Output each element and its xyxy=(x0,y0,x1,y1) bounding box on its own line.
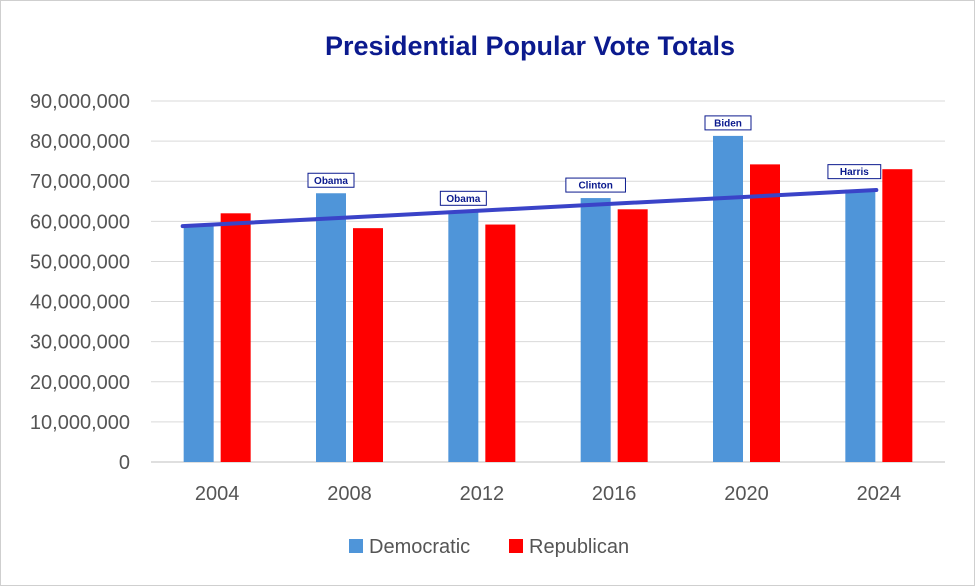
bar-democratic-2024 xyxy=(845,189,876,462)
callout-box xyxy=(565,177,626,193)
callout-box xyxy=(307,172,355,188)
x-tick-label: 2020 xyxy=(724,483,769,505)
legend-swatch-democratic xyxy=(349,539,363,553)
chart-title: Presidential Popular Vote Totals xyxy=(325,31,735,61)
gridlines xyxy=(151,100,945,463)
y-tick-label: 40,000,000 xyxy=(30,292,130,314)
bar-republican-2004 xyxy=(220,213,251,462)
y-tick-label: 50,000,000 xyxy=(30,251,130,273)
y-tick-label: 70,000,000 xyxy=(30,171,130,193)
bar-republican-2008 xyxy=(353,228,383,462)
bar-republican-2016 xyxy=(617,209,648,462)
x-tick-label: 2012 xyxy=(460,483,505,505)
trendline xyxy=(180,188,879,229)
callout-box xyxy=(439,190,487,206)
legend-label-republican: Republican xyxy=(529,536,629,558)
y-tick-label: 80,000,000 xyxy=(30,131,130,153)
callout-box xyxy=(704,115,752,131)
bar-democratic-2008 xyxy=(316,193,346,462)
bar-democratic-2020 xyxy=(713,135,743,462)
bars xyxy=(183,135,913,462)
callout-label: Clinton xyxy=(578,181,612,192)
x-tick-label: 2008 xyxy=(327,483,372,505)
callout-label: Biden xyxy=(714,118,742,129)
trendline-democratic xyxy=(180,188,879,229)
bar-republican-2020 xyxy=(750,164,780,462)
y-tick-label: 60,000,000 xyxy=(30,211,130,233)
y-tick-label: 90,000,000 xyxy=(30,91,130,113)
bar-democratic-2012 xyxy=(448,211,479,462)
x-axis: 2004 2008 2012 2016 2020 2024 xyxy=(195,483,901,505)
x-tick-label: 2024 xyxy=(857,483,902,505)
legend-swatch-republican xyxy=(509,539,523,553)
legend: Democratic Republican xyxy=(349,536,629,558)
callout-label: Harris xyxy=(840,167,869,178)
callout-box xyxy=(827,164,882,180)
y-axis: 0 10,000,000 20,000,000 30,000,000 40,000,00… xyxy=(30,91,130,474)
candidate-callouts: Obama Obama Clinton Biden Harris xyxy=(307,115,882,206)
callout-label: Obama xyxy=(314,176,348,187)
y-tick-label: 20,000,000 xyxy=(30,372,130,394)
y-tick-label: 30,000,000 xyxy=(30,332,130,354)
bar-democratic-2016 xyxy=(580,198,611,462)
y-tick-label: 10,000,000 xyxy=(30,412,130,434)
callout-label: Obama xyxy=(446,194,480,205)
bar-republican-2012 xyxy=(485,224,516,462)
y-tick-label: 0 xyxy=(119,452,130,474)
legend-label-democratic: Democratic xyxy=(369,536,470,558)
bar-republican-2024 xyxy=(882,169,913,462)
x-tick-label: 2004 xyxy=(195,483,240,505)
bar-democratic-2004 xyxy=(183,225,214,462)
x-tick-label: 2016 xyxy=(592,483,637,505)
